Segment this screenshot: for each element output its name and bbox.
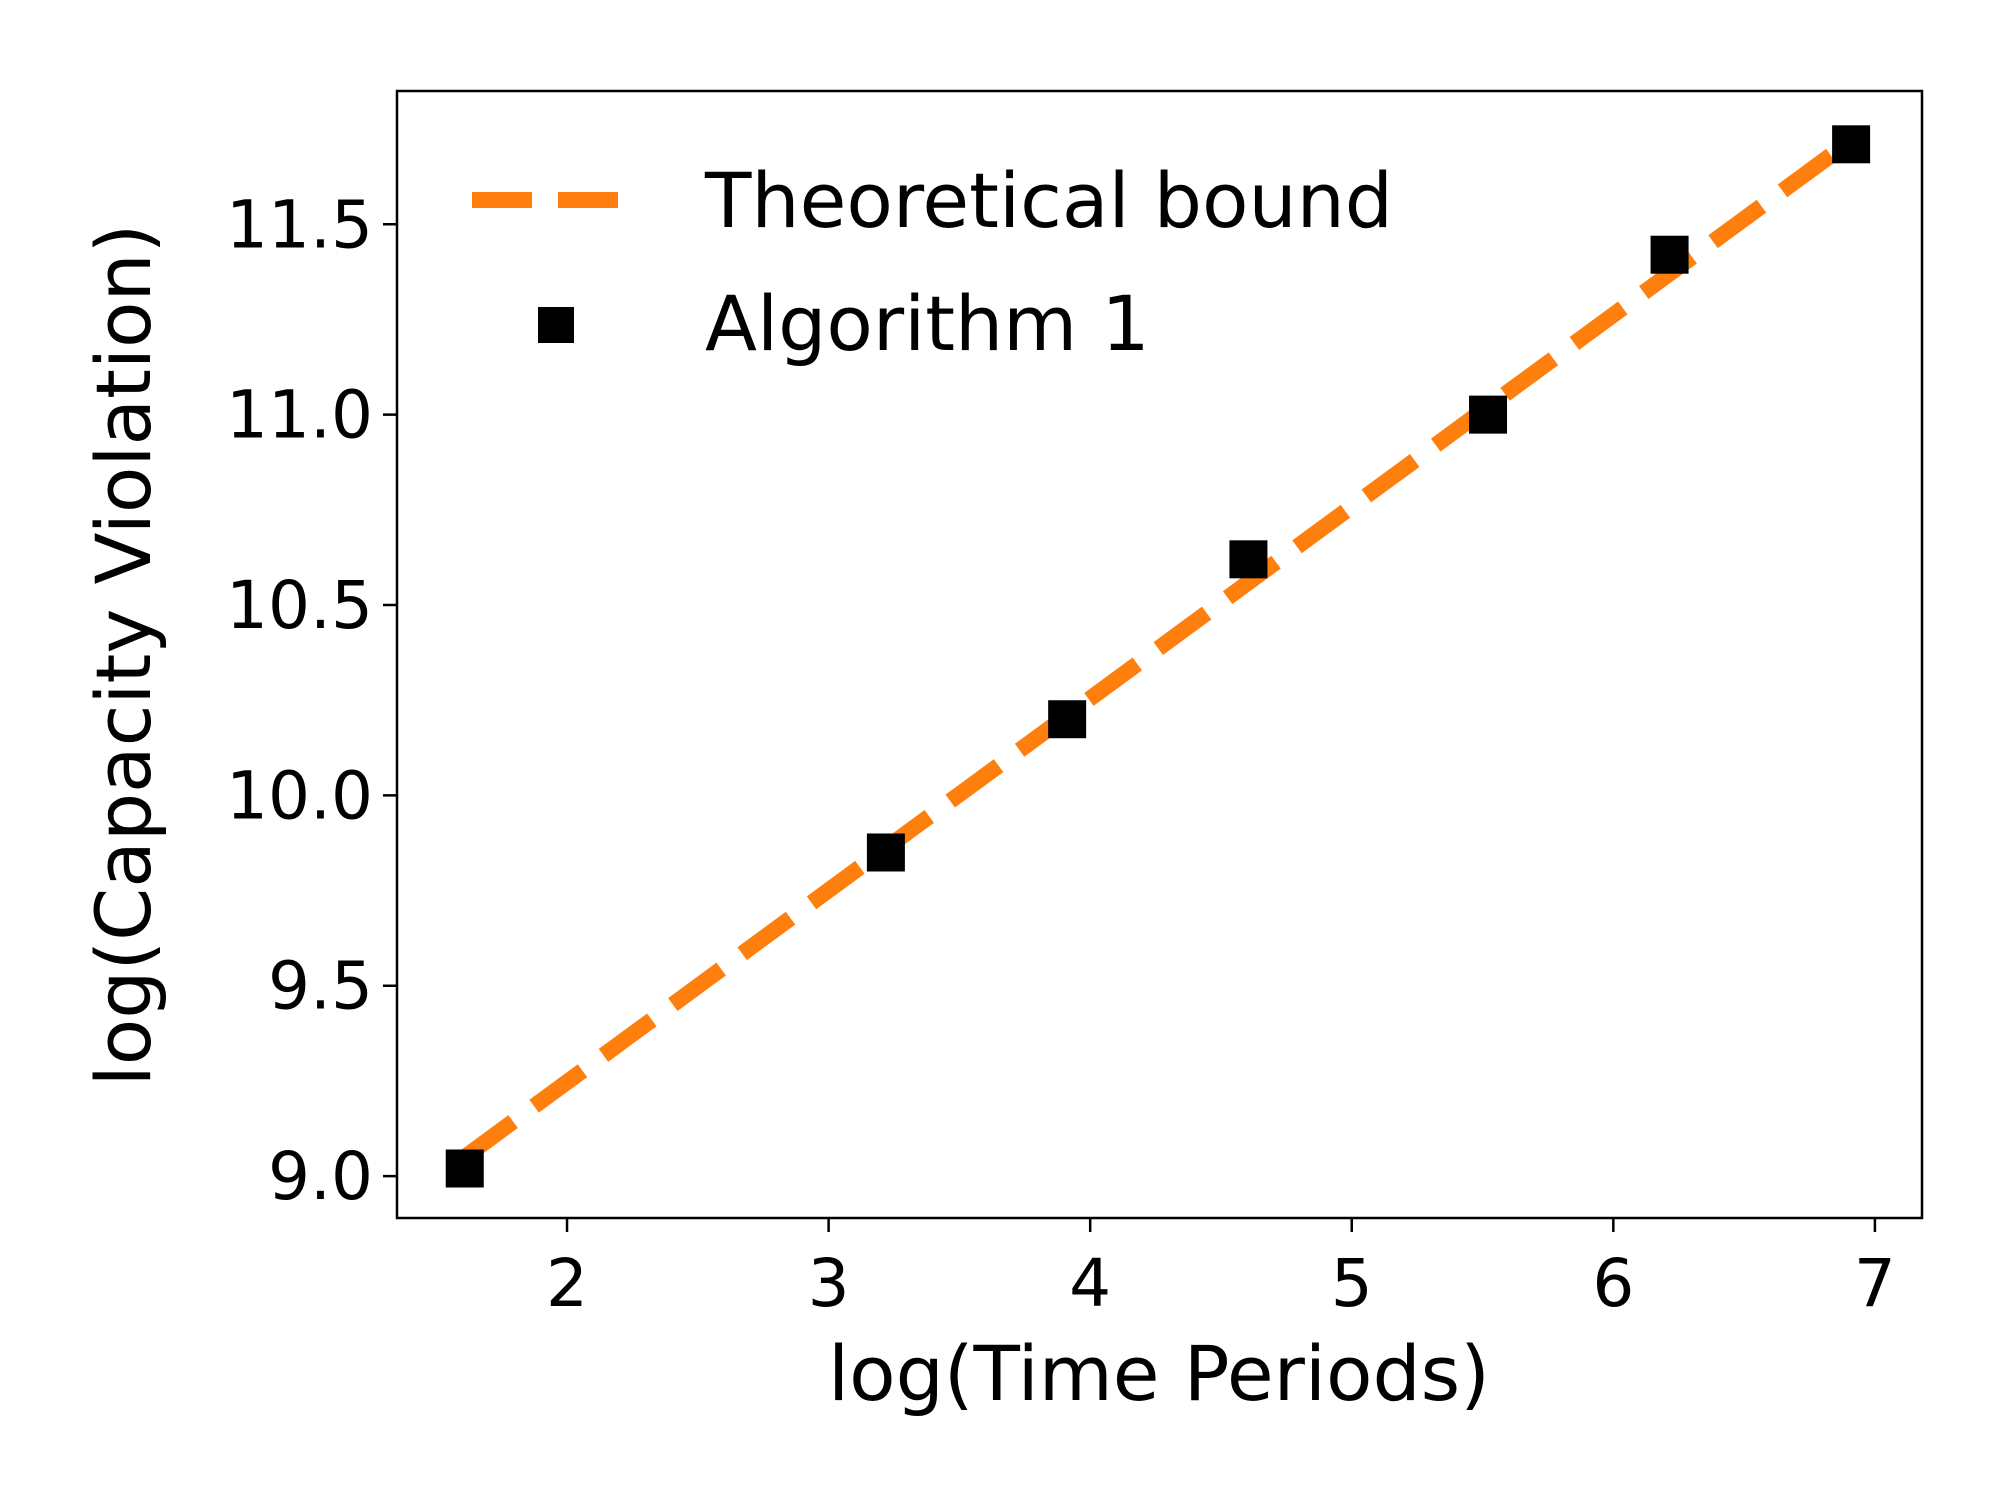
- ticks-layer: 2 3 4 5 6 7 9.0 9.5 10.0 10.5 11.0 11.5: [226, 186, 1896, 1322]
- legend-marker-algorithm-1: [538, 307, 574, 343]
- legend-label-theoretical-bound: Theoretical bound: [704, 156, 1393, 245]
- y-tick-label: 10.5: [226, 567, 373, 644]
- algorithm-1-point: [1469, 395, 1508, 434]
- x-tick-label: 5: [1331, 1245, 1373, 1322]
- x-tick-label: 4: [1069, 1245, 1111, 1322]
- x-tick-label: 3: [808, 1245, 850, 1322]
- algorithm-1-point: [445, 1149, 484, 1188]
- algorithm-1-point: [1832, 125, 1871, 164]
- y-tick-label: 10.0: [226, 757, 373, 834]
- x-tick-label: 2: [546, 1245, 588, 1322]
- algorithm-1-point: [1229, 540, 1268, 579]
- plot-frame: [395, 89, 1924, 1220]
- legend-label-algorithm-1: Algorithm 1: [705, 279, 1150, 368]
- legend: Theoretical bound Algorithm 1: [472, 156, 1393, 368]
- y-tick-label: 11.5: [226, 186, 373, 263]
- algorithm-1-point: [1650, 235, 1689, 274]
- algorithm-1-point: [1048, 700, 1087, 739]
- x-tick-label: 7: [1854, 1245, 1896, 1322]
- x-axis-label: log(Time Periods): [828, 1329, 1490, 1418]
- y-tick-label: 11.0: [226, 377, 373, 454]
- theoretical-bound-line: [460, 134, 1856, 1164]
- data-layer: [445, 125, 1871, 1188]
- y-axis-label: log(Capacity Violation): [79, 224, 168, 1087]
- y-tick-label: 9.5: [268, 948, 373, 1025]
- x-tick-label: 6: [1592, 1245, 1634, 1322]
- algorithm-1-point: [866, 833, 905, 872]
- y-tick-label: 9.0: [268, 1138, 373, 1215]
